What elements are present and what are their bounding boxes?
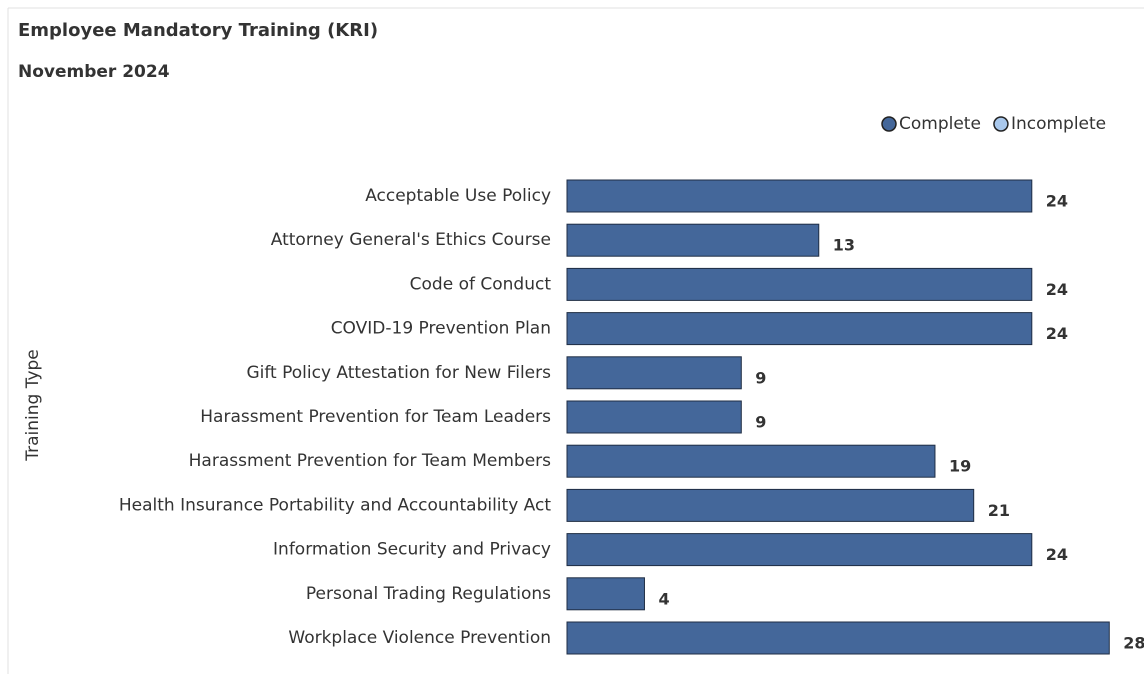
bar xyxy=(566,179,1033,213)
y-tick-label: Harassment Prevention for Team Members xyxy=(189,451,552,471)
y-tick-label: Information Security and Privacy xyxy=(273,540,551,560)
value-label: 24 xyxy=(1046,324,1068,343)
value-label: 24 xyxy=(1046,545,1068,564)
y-tick-label: Attorney General's Ethics Course xyxy=(271,230,551,250)
value-label: 24 xyxy=(1046,280,1068,299)
y-axis-title: Training Type xyxy=(23,349,43,462)
bar xyxy=(566,444,936,478)
y-tick-label: Harassment Prevention for Team Leaders xyxy=(200,407,551,427)
legend-marker xyxy=(881,116,897,132)
value-label: 19 xyxy=(949,457,971,476)
bar xyxy=(566,312,1033,346)
value-label: 4 xyxy=(658,589,669,608)
y-tick-label: Code of Conduct xyxy=(410,274,552,294)
y-tick-label: Personal Trading Regulations xyxy=(306,584,551,604)
bar xyxy=(566,577,645,611)
bar xyxy=(566,488,975,522)
y-tick-label: Gift Policy Attestation for New Filers xyxy=(246,363,551,383)
value-label: 24 xyxy=(1046,192,1068,211)
y-tick-label: Acceptable Use Policy xyxy=(365,186,551,206)
bar xyxy=(566,223,820,257)
value-label: 21 xyxy=(988,501,1010,520)
chart-subtitle: November 2024 xyxy=(18,62,170,82)
value-label: 13 xyxy=(833,236,855,255)
bar xyxy=(566,533,1033,567)
legend-label: Complete xyxy=(899,114,981,134)
bar xyxy=(566,621,1110,655)
bar xyxy=(566,267,1033,301)
value-label: 28 xyxy=(1123,634,1144,653)
value-label: 9 xyxy=(755,413,766,432)
value-label: 9 xyxy=(755,368,766,387)
bar xyxy=(566,356,742,390)
legend-marker xyxy=(993,116,1009,132)
y-tick-label: Health Insurance Portability and Account… xyxy=(119,495,551,515)
chart-title: Employee Mandatory Training (KRI) xyxy=(18,20,378,41)
y-tick-label: COVID-19 Prevention Plan xyxy=(331,319,551,339)
legend-label: Incomplete xyxy=(1011,114,1106,134)
y-tick-label: Workplace Violence Prevention xyxy=(288,628,551,648)
bar xyxy=(566,400,742,434)
